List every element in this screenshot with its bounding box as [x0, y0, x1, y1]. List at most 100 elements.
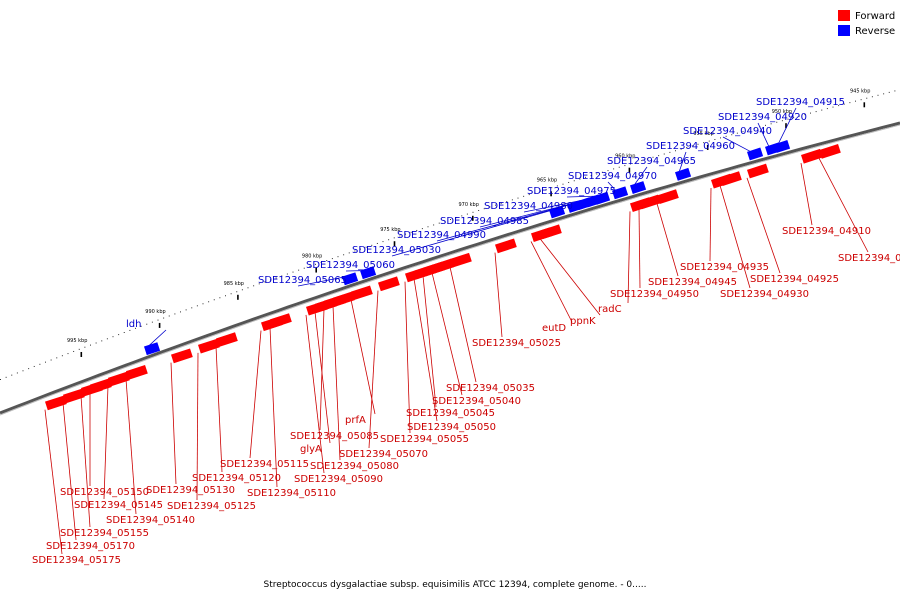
scale-dot [28, 368, 30, 370]
scale-dot [804, 114, 806, 116]
scale-dot [703, 142, 705, 144]
forward-gene [45, 395, 67, 411]
forward-label-connector [656, 203, 679, 277]
scale-dot [483, 208, 485, 210]
scale-dot [393, 237, 395, 239]
scale-dot [326, 260, 328, 262]
scale-tick-label: 970 kbp [459, 202, 479, 208]
scale-dot [196, 305, 198, 307]
forward-gene [801, 148, 823, 164]
scale-dot [793, 117, 795, 119]
forward-gene-label: SDE12394_05035 [446, 383, 535, 394]
scale-dot [545, 188, 547, 190]
forward-label-connector [638, 208, 641, 289]
forward-label-connector [44, 409, 63, 555]
scale-dot [607, 170, 609, 172]
scale-dot [742, 131, 744, 133]
reverse-label-connector [678, 151, 687, 173]
forward-label-connector [249, 330, 262, 459]
scale-dot [534, 192, 536, 194]
reverse-label-connector [777, 107, 797, 145]
scale-dot [585, 176, 586, 178]
scale-dot [0, 379, 1, 380]
legend-reverse-label: Reverse [855, 26, 895, 37]
scale-dot [517, 197, 519, 199]
scale-dot [528, 194, 530, 196]
scale-tick-mark [706, 144, 709, 150]
scale-dot [281, 275, 283, 277]
scale-dot [264, 281, 266, 283]
forward-gene [198, 338, 220, 354]
scale-dot [112, 336, 114, 338]
scale-dot [646, 158, 648, 160]
forward-gene-label: SDE12394_05170 [46, 541, 135, 552]
scale-dot [635, 161, 637, 163]
forward-gene-label: SDE12394_05085 [290, 431, 379, 442]
scale-tick-label: 965 kbp [537, 177, 557, 183]
scale-dot [500, 202, 502, 204]
forward-label-connector [431, 272, 463, 396]
forward-gene-label: prfA [345, 415, 366, 426]
reverse-gene [675, 167, 692, 181]
scale-dot [562, 183, 564, 185]
reverse-gene-label: SDE12394_04965 [607, 156, 696, 167]
forward-gene [405, 267, 427, 283]
scale-dot [438, 222, 440, 224]
scale-dot [596, 173, 598, 175]
forward-gene [495, 238, 517, 254]
scale-dot [405, 233, 406, 235]
scale-dot [78, 348, 80, 350]
forward-gene-label: glyA [300, 444, 322, 455]
forward-gene-label: SDE12394_05045 [406, 408, 495, 419]
scale-dot [652, 156, 654, 158]
forward-label-connector [800, 162, 813, 226]
scale-dot [185, 309, 187, 311]
scale-dot [151, 321, 153, 323]
reverse-gene-label: SDE12394_04980 [484, 201, 573, 212]
forward-label-connector [530, 241, 573, 323]
scale-tick-mark [550, 191, 552, 197]
genome-caption: Streptococcus dysgalactiae subsp. equisi… [264, 580, 647, 590]
scale-tick-label: 995 kbp [67, 338, 87, 344]
scale-dot [410, 231, 412, 233]
forward-label-connector [368, 290, 379, 449]
scale-dot [675, 150, 676, 152]
reverse-label-connector [607, 181, 617, 192]
scale-dot [810, 112, 811, 114]
scale-dot [84, 346, 86, 348]
scale-dot [624, 165, 626, 167]
forward-label-connector [125, 379, 137, 515]
scale-dot [388, 239, 390, 241]
scale-dot [866, 97, 868, 99]
forward-gene [62, 388, 85, 404]
scale-dot [736, 132, 738, 134]
forward-gene-label: SDE12394_05155 [60, 528, 149, 539]
forward-gene-label: SDE12394_04910 [782, 226, 871, 237]
scale-dot [416, 229, 418, 231]
scale-dot [601, 171, 603, 173]
scale-dot [450, 219, 451, 220]
reverse-label-connector [722, 136, 752, 153]
reverse-gene-label: SDE12394_04920 [718, 112, 807, 123]
scale-dot [135, 327, 136, 329]
forward-label-connector [170, 362, 177, 485]
forward-gene-label: radC [598, 304, 622, 315]
scale-tick-label: 950 kbp [772, 109, 792, 115]
scale-dot [16, 372, 18, 374]
scale-dot [421, 228, 423, 230]
scale-dot [331, 258, 333, 260]
reverse-gene [612, 186, 629, 200]
scale-tick-label: 955 kbp [693, 131, 713, 137]
forward-gene-label: SDE12394_05040 [432, 396, 521, 407]
scale-dot [303, 267, 305, 269]
scale-tick-label: 980 kbp [302, 254, 322, 260]
forward-gene-label: SDE12394_05050 [407, 422, 496, 433]
scale-dot [202, 303, 204, 305]
scale-dot [129, 329, 131, 331]
forward-label-connector [196, 352, 199, 501]
forward-gene-labels: SDE12394_04905 SDE12394_04910 SDE12394_049… [32, 226, 900, 566]
forward-label-connector [80, 395, 91, 528]
scale-dot [523, 195, 525, 197]
scale-dot [455, 217, 457, 219]
scale-dot [821, 109, 823, 111]
